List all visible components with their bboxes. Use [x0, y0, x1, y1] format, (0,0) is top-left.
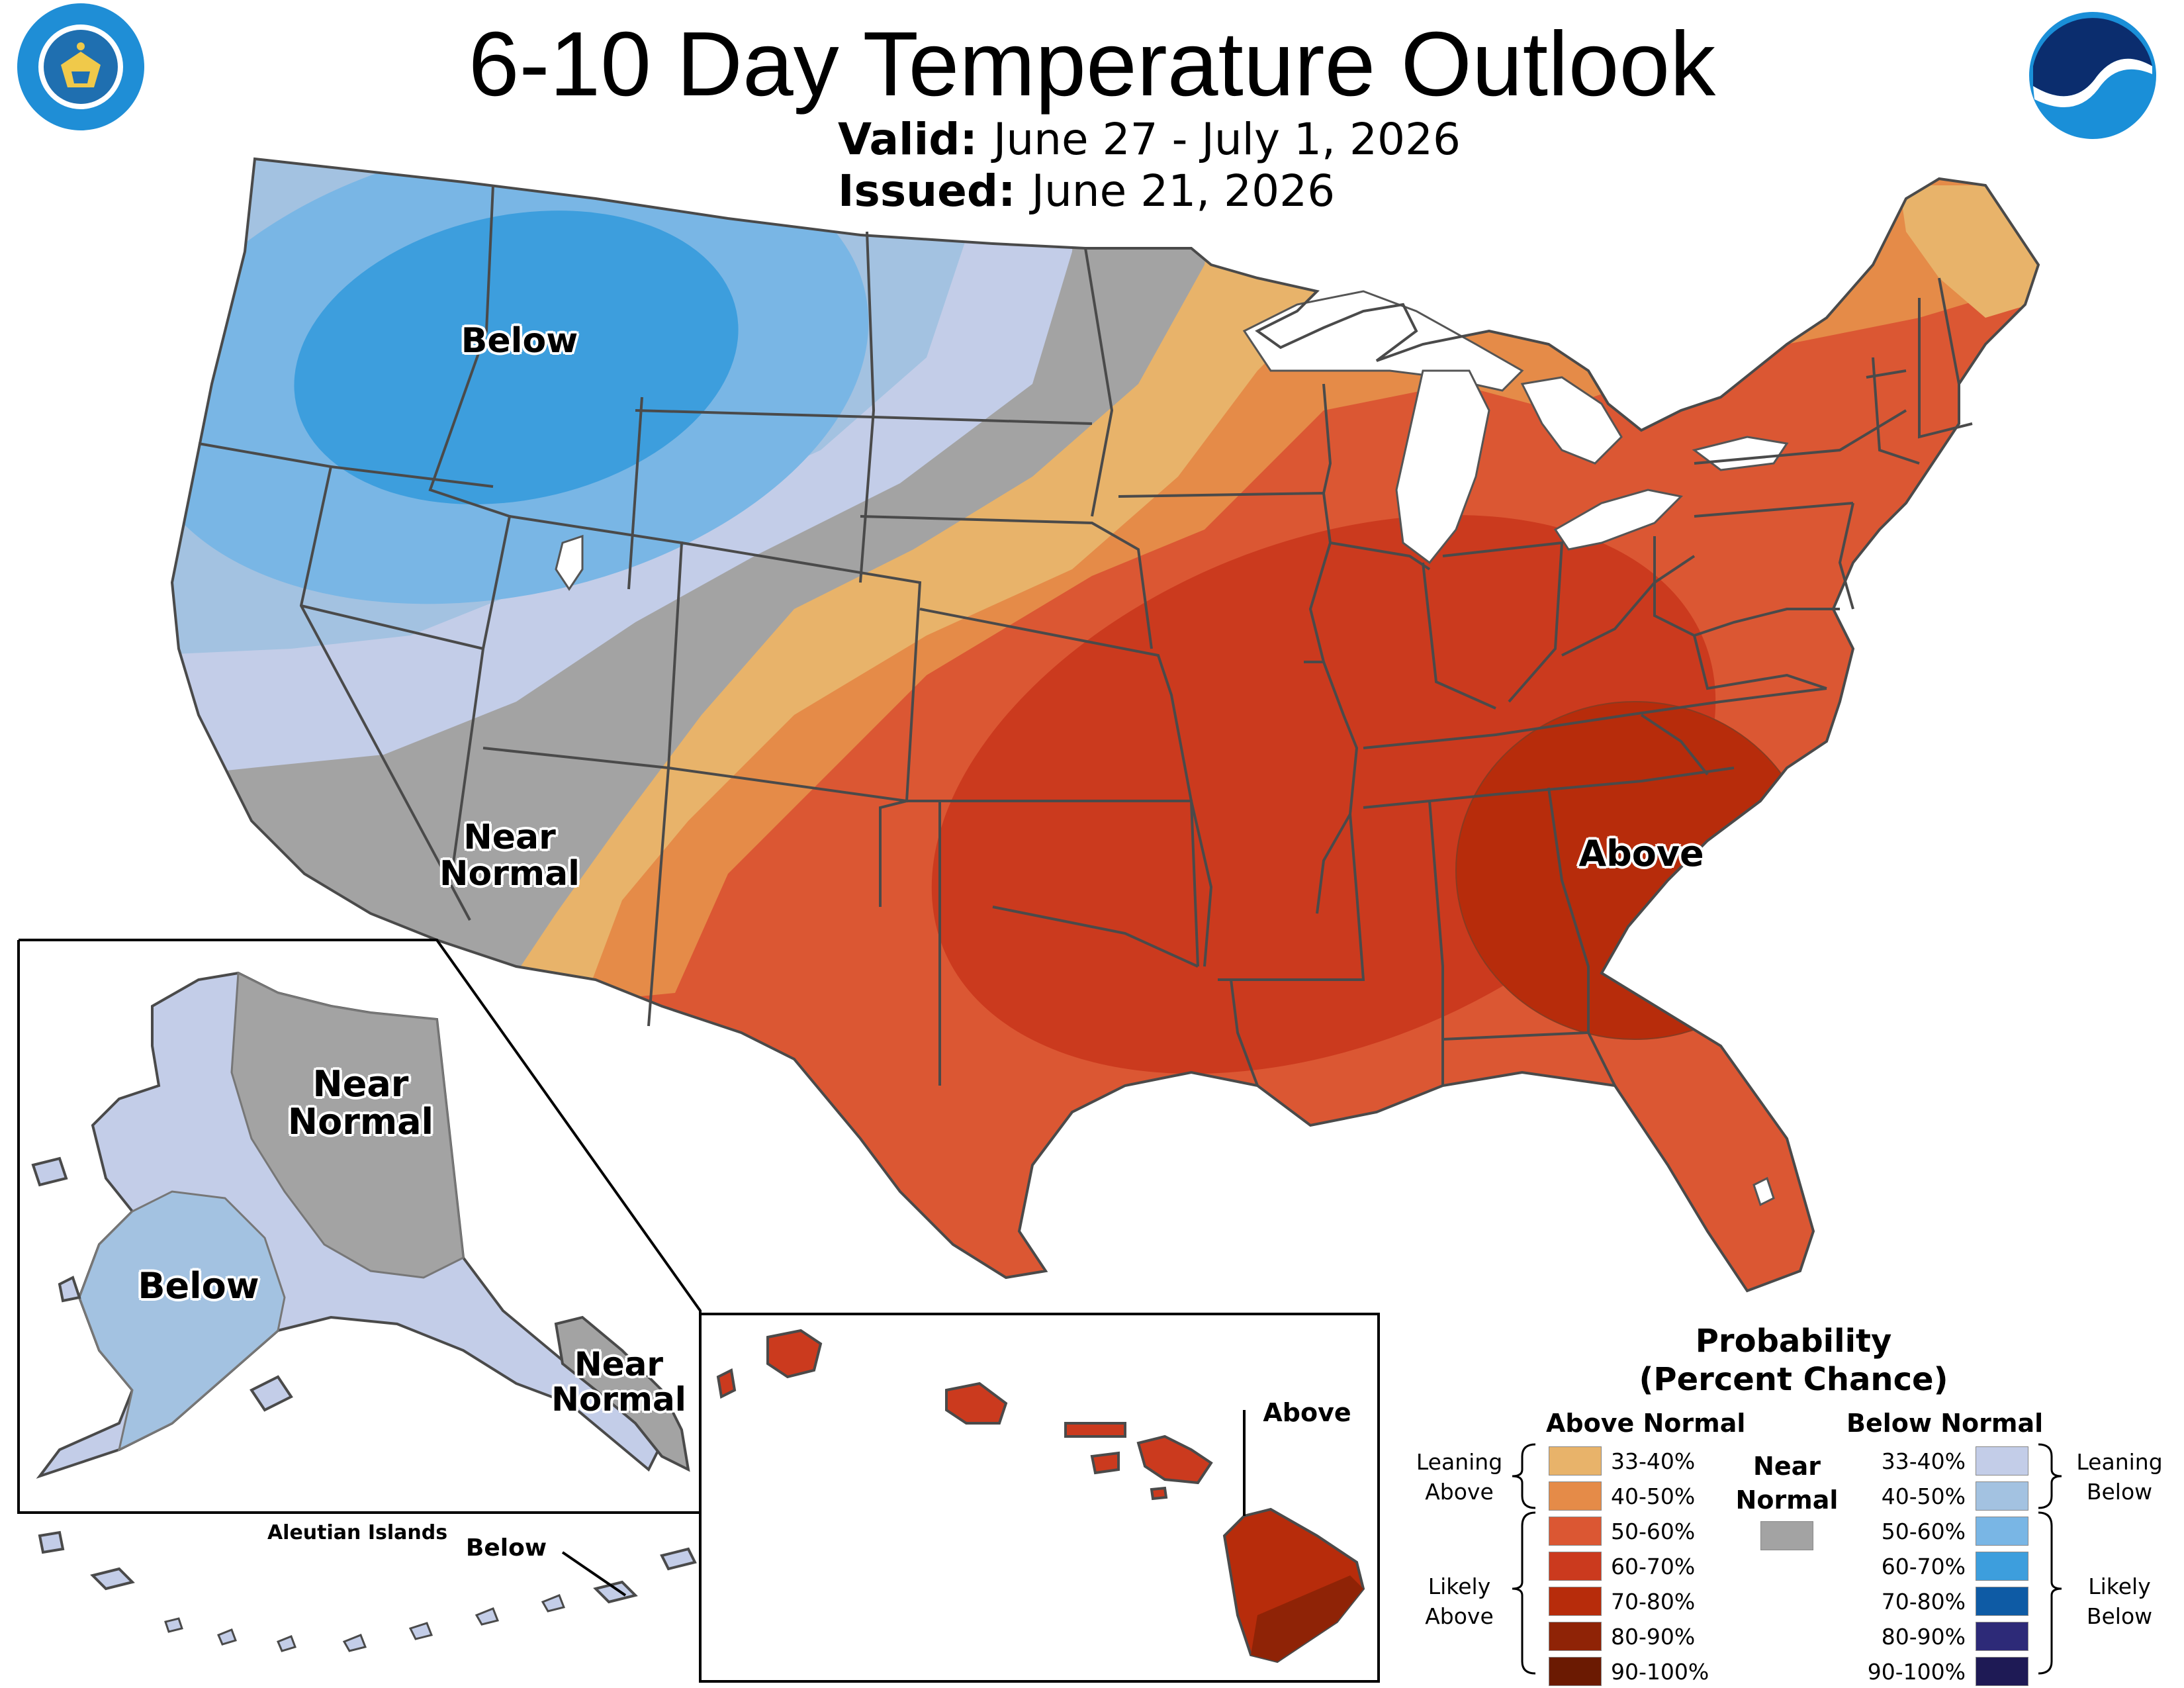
above-swatch-2 [1549, 1517, 1602, 1546]
leaning-below-line2: Below [2086, 1478, 2153, 1505]
below-swatch-6 [1976, 1657, 2028, 1686]
ak-se-near-normal-line2: Normal [551, 1380, 686, 1419]
below-label-6: 90-100% [1867, 1659, 1966, 1685]
above-swatch-3 [1549, 1552, 1602, 1581]
leaning-above-line1: Leaning [1416, 1449, 1503, 1475]
aleutian-chain [164, 1594, 566, 1652]
alaska-below-zone [78, 1190, 286, 1452]
hawaii-inset [699, 1313, 1380, 1683]
legend-brackets [1512, 1443, 2062, 1675]
legend-title-line2: (Percent Chance) [1639, 1360, 1948, 1398]
big-island-se-zone [1251, 1575, 1363, 1662]
above-label-0: 33-40% [1611, 1448, 1696, 1474]
issued-label: Issued: [838, 165, 1016, 216]
alaska-near-normal-zone [230, 971, 465, 1279]
conus-near-normal-line2: Normal [439, 853, 580, 894]
above-label-2: 50-60% [1611, 1519, 1696, 1544]
valid-line: Valid: June 27 - July 1, 2026 [838, 114, 1461, 165]
state-borders [170, 157, 2040, 1293]
molokai [1064, 1422, 1126, 1438]
niihau [716, 1368, 737, 1399]
kahoolawe [1150, 1486, 1168, 1501]
below-label-3: 60-70% [1881, 1554, 1966, 1579]
alaska-islands [31, 1156, 697, 1604]
below-swatch-0 [1976, 1446, 2028, 1476]
legend-above-header: Above Normal [1546, 1409, 1746, 1438]
issued-value: June 21, 2026 [1031, 165, 1336, 216]
below-label-2: 50-60% [1881, 1519, 1966, 1544]
aleutian-islands-label: Aleutian Islands [267, 1521, 448, 1544]
above-label-3: 60-70% [1611, 1554, 1696, 1579]
department-of-commerce-seal-icon [17, 3, 144, 130]
hawaii-above-label: Above [1263, 1398, 1351, 1427]
alaska-southeast [554, 1315, 690, 1472]
below-swatch-2 [1976, 1517, 2028, 1546]
great-lakes [555, 290, 1789, 591]
aleutian-below-label: Below [465, 1534, 547, 1562]
near-normal-legend-line2: Normal [1735, 1485, 1839, 1515]
below-label-5: 80-90% [1881, 1624, 1966, 1650]
leaning-below-label: Leaning Below [2062, 1448, 2177, 1507]
ak-se-near-normal-line1: Near [574, 1345, 664, 1383]
likely-above-line1: Likely [1428, 1573, 1491, 1599]
likely-below-label: Likely Below [2062, 1572, 2177, 1631]
alaska-inset [17, 939, 702, 1652]
leaning-above-line2: Above [1425, 1478, 1494, 1505]
likely-above-label: Likely Above [1403, 1572, 1516, 1631]
noaa-logo-icon [2029, 12, 2156, 139]
above-swatch-5 [1549, 1622, 1602, 1651]
above-swatch-6 [1549, 1657, 1602, 1686]
valid-value: June 27 - July 1, 2026 [993, 114, 1461, 165]
above-label-6: 90-100% [1611, 1659, 1709, 1685]
ak-near-normal-line1: Near [312, 1063, 409, 1105]
legend-below-header: Below Normal [1846, 1409, 2044, 1438]
below-label-1: 40-50% [1881, 1483, 1966, 1509]
legend-title: Probability (Percent Chance) [1430, 1323, 2158, 1399]
aleutian-pointer [561, 1551, 627, 1597]
kauai [766, 1329, 823, 1379]
below-swatch-5 [1976, 1622, 2028, 1651]
lanai [1090, 1451, 1120, 1475]
issued-line: Issued: June 21, 2026 [838, 165, 1335, 216]
above-label-4: 70-80% [1611, 1589, 1696, 1615]
maui [1136, 1434, 1213, 1485]
oahu [945, 1382, 1008, 1425]
page-title: 6-10 Day Temperature Outlook [468, 13, 1716, 115]
likely-below-line1: Likely [2088, 1573, 2151, 1599]
conus-below-label: Below [461, 321, 578, 361]
zone-below-60-70 [294, 211, 739, 504]
below-swatch-1 [1976, 1481, 2028, 1511]
likely-above-line2: Above [1425, 1603, 1494, 1629]
conus-above-label: Above [1578, 833, 1704, 874]
below-label-0: 33-40% [1881, 1448, 1966, 1474]
near-normal-legend-label: Near Normal [1734, 1450, 1840, 1518]
leaning-below-line1: Leaning [2076, 1449, 2163, 1475]
near-normal-legend-line1: Near [1753, 1452, 1821, 1481]
conus-near-normal-label: Near Normal [437, 820, 582, 892]
above-swatch-4 [1549, 1587, 1602, 1616]
ak-se-near-normal-label: Near Normal [536, 1347, 702, 1417]
likely-below-line2: Below [2086, 1603, 2153, 1629]
above-swatch-0 [1549, 1446, 1602, 1476]
ak-near-normal-line2: Normal [287, 1100, 434, 1143]
above-swatch-1 [1549, 1481, 1602, 1511]
legend-title-line1: Probability [1695, 1323, 1892, 1360]
above-label-1: 40-50% [1611, 1483, 1696, 1509]
below-swatch-4 [1976, 1587, 2028, 1616]
leaning-above-label: Leaning Above [1403, 1448, 1516, 1507]
below-swatch-3 [1976, 1552, 2028, 1581]
near-normal-swatch [1760, 1521, 1813, 1550]
valid-label: Valid: [838, 114, 978, 165]
lake-okeechobee [1752, 1176, 1775, 1207]
conus-near-normal-line1: Near [463, 818, 556, 857]
below-label-4: 70-80% [1881, 1589, 1966, 1615]
ak-near-normal-label: Near Normal [278, 1063, 443, 1143]
hawaii-frame [699, 1313, 1380, 1683]
above-label-5: 80-90% [1611, 1624, 1696, 1650]
ak-below-label: Below [138, 1265, 259, 1307]
